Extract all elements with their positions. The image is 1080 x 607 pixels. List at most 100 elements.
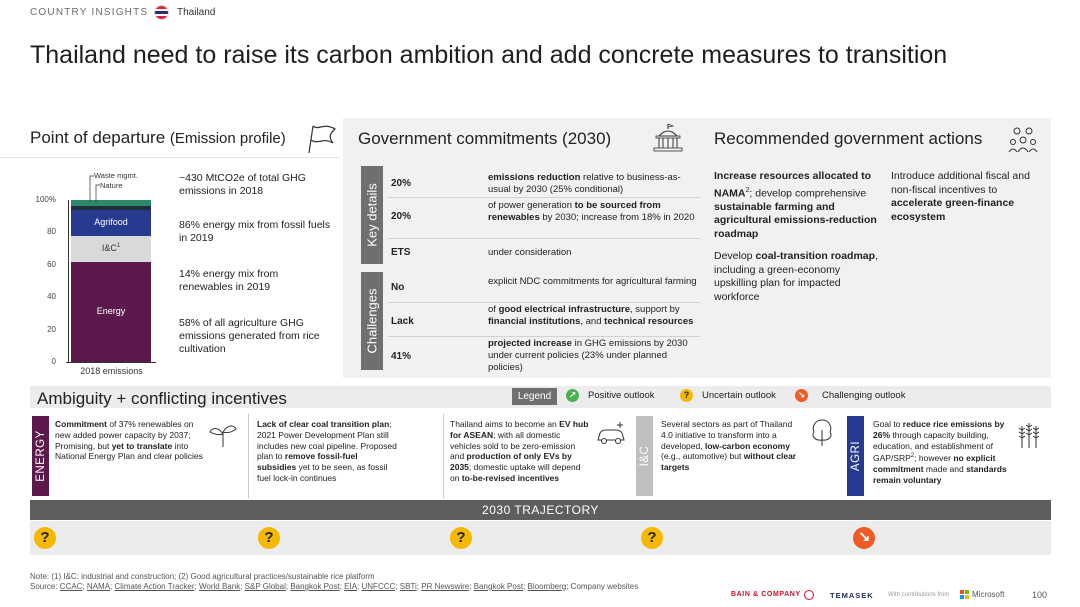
section-label: COUNTRY INSIGHTS [30, 7, 149, 18]
source-link[interactable]: World Bank [198, 582, 241, 591]
callout-nature: Nature [100, 181, 123, 190]
legend-uncertain: Uncertain outlook [702, 390, 776, 401]
departure-heading: Point of departure (Emission profile) [30, 128, 286, 148]
uncertain-outlook-icon: ? [680, 389, 693, 402]
callout-waste: Waste mgmt. [94, 171, 138, 180]
y-tick-label: 60 [47, 259, 56, 269]
trajectory-row [30, 521, 1051, 555]
trajectory-bar: 2030 TRAJECTORY [30, 500, 1051, 520]
challenge-text-2: of good electrical infrastructure, suppo… [488, 304, 694, 327]
column-separator [248, 414, 249, 498]
legend-challenging: Challenging outlook [822, 390, 906, 401]
row-separator [388, 336, 700, 337]
source-link[interactable]: Climate Action Tracker [114, 582, 195, 591]
rec-action-coal: Develop coal-transition roadmap, includi… [714, 250, 878, 303]
ev-outlook-icon: ? [450, 527, 472, 549]
rec-action-finance: Introduce additional fiscal and non-fisc… [891, 170, 1030, 223]
ic-tab-label: I&C [638, 445, 651, 467]
source-link[interactable]: Bangkok Post [473, 582, 524, 591]
microsoft-logo-icon [960, 590, 969, 599]
agri-tab: AGRI [847, 416, 864, 496]
key-value-2: 20% [391, 211, 412, 222]
y-tick-label: 80 [47, 227, 56, 237]
agri-outlook-icon: ↘ [853, 527, 875, 549]
bain-logo-mark-icon [804, 590, 814, 600]
ambiguity-title: Ambiguity + conflicting incentives [37, 389, 287, 408]
departure-title: Point of departure [30, 128, 166, 147]
departure-subtitle: (Emission profile) [169, 130, 286, 147]
energy-outlook-icon: ? [34, 527, 56, 549]
stat-rice: 58% of all agriculture GHG emissions gen… [179, 317, 320, 355]
temasek-logo: TEMASEK [830, 591, 874, 600]
row-separator [388, 197, 700, 198]
y-tick-label: 40 [47, 292, 56, 302]
source-link[interactable]: S&P Global [244, 582, 286, 591]
positive-outlook-icon: ↗ [566, 389, 579, 402]
key-text-1: emissions reduction relative to business… [488, 172, 681, 195]
challenging-outlook-icon: ↘ [795, 389, 808, 402]
source-link[interactable]: Bloomberg [527, 582, 567, 591]
bar-segment-energy [71, 261, 151, 362]
bar-segment-i-c [71, 235, 151, 262]
row-separator [388, 238, 700, 239]
bain-logo: BAIN & COMPANY [731, 591, 801, 598]
legend-label: Legend [512, 388, 557, 405]
divider [0, 157, 340, 158]
source-link[interactable]: CCAC [59, 582, 83, 591]
bar-segment-nature [71, 206, 151, 210]
key-details-label: Key details [364, 183, 380, 247]
source-link[interactable]: UNFCCC [361, 582, 396, 591]
segment-label-agrifood: Agrifood [94, 216, 128, 227]
coal-transition-text: Lack of clear coal transition plan; 2021… [257, 419, 397, 483]
agri-tab-label: AGRI [849, 440, 862, 472]
y-tick-label: 20 [47, 324, 56, 334]
tree-icon [812, 419, 832, 446]
stat-fossil-mix: 86% energy mix from fossil fuels in 2019 [179, 219, 331, 244]
challenge-value-2: Lack [391, 316, 414, 327]
legend-positive: Positive outlook [588, 390, 655, 401]
commitments-panel [343, 118, 1051, 378]
challenges-tab: Challenges [361, 272, 383, 370]
challenge-text-3: projected increase in GHG emissions by 2… [488, 338, 688, 373]
energy-tab-label: ENERGY [34, 430, 47, 482]
flag-icon [308, 125, 337, 154]
plant-sprout-icon [209, 425, 237, 447]
key-value-1: 20% [391, 178, 412, 189]
challenge-text-1: explicit NDC commitments for agricultura… [488, 276, 697, 287]
y-tick-label: 100% [35, 195, 56, 204]
rec-title: Recommended government actions [714, 129, 983, 148]
contributions-label: With contributions from [888, 592, 950, 598]
key-details-tab: Key details [361, 166, 383, 264]
government-building-icon [653, 123, 683, 152]
challenge-value-1: No [391, 282, 405, 293]
row-separator [388, 302, 700, 303]
coal-outlook-icon: ? [258, 527, 280, 549]
y-axis [68, 200, 69, 362]
thailand-40-text: Several sectors as part of Thailand 4.0 … [661, 419, 797, 473]
segment-label-i-c: I&C1 [101, 242, 121, 253]
bar-segment-waste-mgmt- [71, 200, 151, 207]
source-link[interactable]: SBTi [399, 582, 417, 591]
stat-renewables-mix: 14% energy mix from renewables in 2019 [179, 268, 279, 293]
bar-segment-agrifood [71, 209, 151, 236]
footnote: Note: (1) I&C: industrial and constructi… [30, 572, 375, 581]
people-group-icon [1008, 127, 1038, 153]
source-link[interactable]: PR Newswire [421, 582, 470, 591]
page-number: 100 [1032, 590, 1048, 600]
x-category-label: 2018 emissions [80, 366, 143, 376]
energy-commitment-text: Commitment of 37% renewables on new adde… [55, 419, 203, 462]
source-line: Source: CCAC; NAMA; Climate Action Track… [30, 582, 639, 591]
source-link[interactable]: EIA [344, 582, 358, 591]
callout-lines [89, 175, 100, 202]
thailand-flag-icon [154, 5, 169, 20]
electric-car-icon [597, 422, 625, 444]
country-name: Thailand [177, 7, 216, 18]
gov-title: Government commitments (2030) [358, 129, 612, 148]
microsoft-logo: Microsoft [972, 590, 1005, 599]
y-tick-label: 0 [51, 357, 56, 366]
source-link[interactable]: Bangkok Post [290, 582, 340, 591]
ic-tab: I&C [636, 416, 653, 496]
ev-hub-text: Thailand aims to become an EV hub for AS… [450, 419, 589, 483]
rice-emissions-text: Goal to reduce rice emissions by 26% thr… [873, 419, 1007, 485]
source-link[interactable]: NAMA [86, 582, 111, 591]
